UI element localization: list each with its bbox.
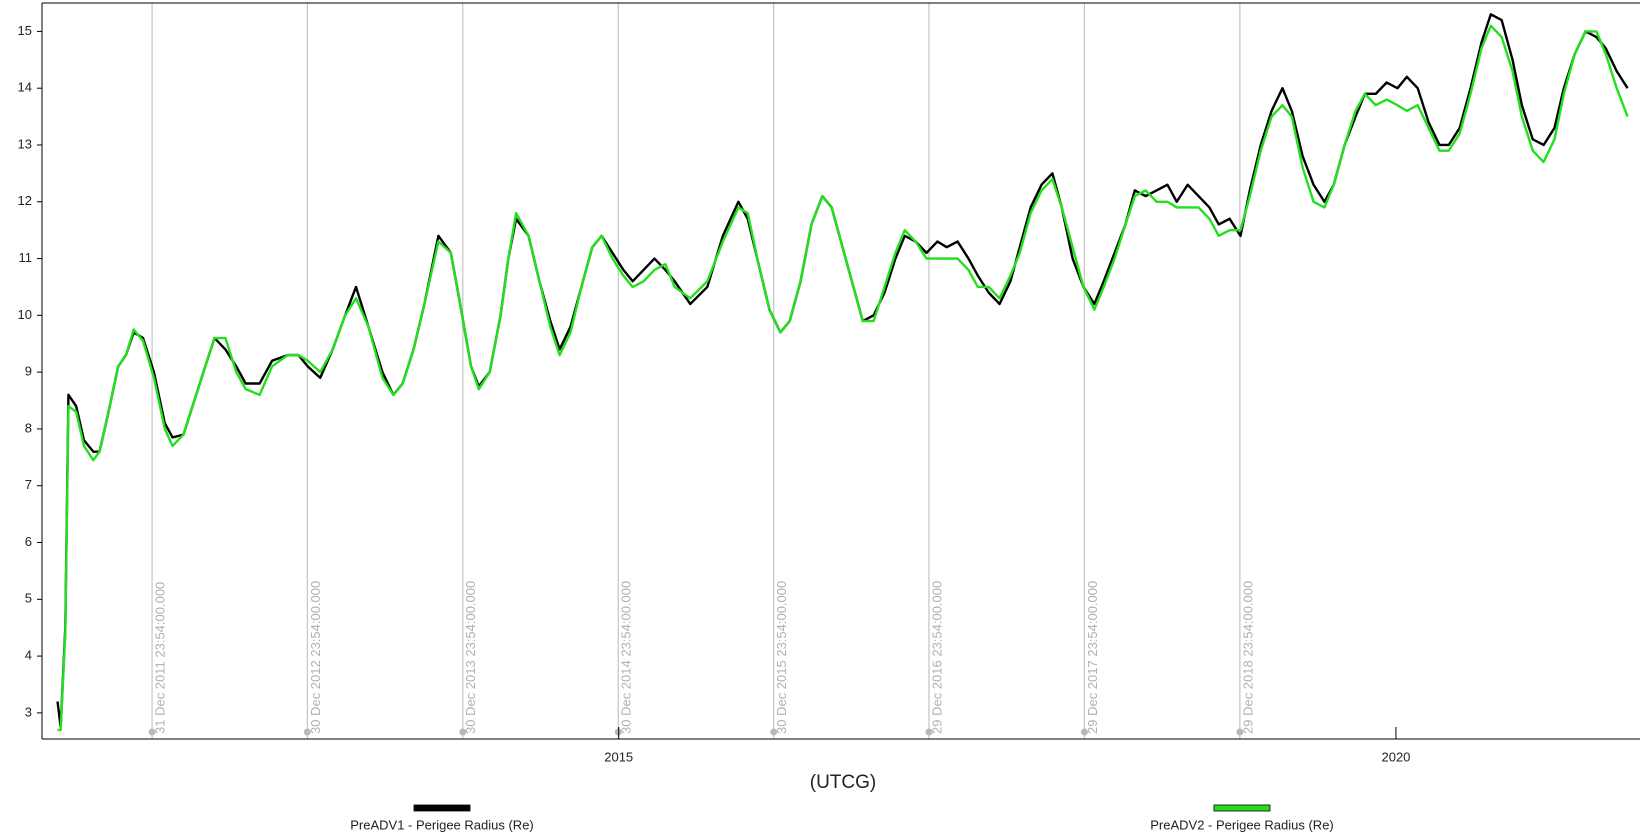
- y-tick-label: 8: [25, 420, 32, 435]
- marker-label: 29 Dec 2016 23:54:00.000: [929, 581, 944, 734]
- marker-label: 30 Dec 2012 23:54:00.000: [308, 581, 323, 734]
- legend-label: PreADV1 - Perigee Radius (Re): [350, 817, 534, 832]
- y-tick-label: 14: [18, 80, 32, 95]
- y-tick-label: 9: [25, 364, 32, 379]
- marker-label: 30 Dec 2015 23:54:00.000: [774, 581, 789, 734]
- marker-dot: [1236, 728, 1244, 736]
- marker-dot: [1080, 728, 1088, 736]
- legend-swatch: [1213, 804, 1271, 812]
- marker-label: 30 Dec 2013 23:54:00.000: [463, 581, 478, 734]
- y-tick-label: 6: [25, 534, 32, 549]
- y-tick-label: 11: [19, 250, 33, 265]
- y-tick-label: 7: [25, 477, 32, 492]
- x-axis-label: (UTCG): [810, 772, 876, 793]
- y-tick-label: 12: [18, 193, 32, 208]
- x-tick-label: 2015: [604, 749, 633, 764]
- y-tick-label: 13: [18, 136, 32, 151]
- series-line: [57, 24, 1629, 732]
- marker-label: 29 Dec 2018 23:54:00.000: [1240, 581, 1255, 734]
- marker-dot: [148, 728, 156, 736]
- marker-dot: [770, 728, 778, 736]
- legend-swatch: [413, 804, 471, 812]
- marker-label: 30 Dec 2014 23:54:00.000: [619, 581, 634, 734]
- marker-dot: [303, 728, 311, 736]
- y-tick-label: 10: [18, 307, 32, 322]
- marker-label: 29 Dec 2017 23:54:00.000: [1085, 581, 1100, 734]
- marker-dot: [459, 728, 467, 736]
- x-tick-label: 2020: [1381, 749, 1410, 764]
- marker-dot: [925, 728, 933, 736]
- y-tick-label: 5: [25, 591, 32, 606]
- y-tick-label: 4: [25, 648, 32, 663]
- marker-label: 31 Dec 2011 23:54:00.000: [152, 582, 167, 734]
- series-line: [56, 13, 1629, 729]
- legend-label: PreADV2 - Perigee Radius (Re): [1150, 817, 1334, 832]
- y-tick-label: 15: [18, 23, 32, 38]
- y-tick-label: 3: [25, 704, 32, 719]
